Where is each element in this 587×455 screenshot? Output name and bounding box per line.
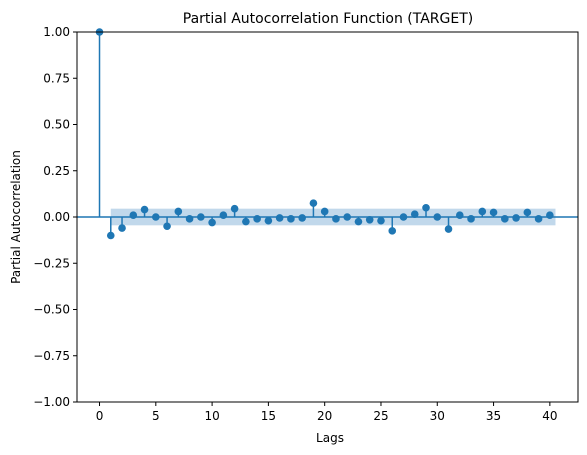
- y-tick-label: −0.25: [33, 256, 70, 270]
- data-point: [208, 218, 216, 227]
- data-point: [546, 211, 554, 219]
- data-point: [264, 216, 273, 225]
- x-tick-label: 25: [373, 409, 388, 423]
- x-tick-label: 5: [152, 409, 160, 423]
- data-point: [501, 215, 509, 223]
- data-point: [152, 213, 160, 221]
- data-point: [140, 205, 149, 214]
- data-point: [242, 217, 250, 226]
- x-tick-label: 40: [542, 409, 557, 423]
- chart-title: Partial Autocorrelation Function (TARGET…: [183, 11, 473, 27]
- x-axis-label: Lags: [316, 431, 344, 445]
- x-tick-label: 10: [204, 409, 219, 423]
- data-point: [230, 204, 239, 213]
- data-point: [467, 215, 475, 223]
- y-tick-label: 0.50: [43, 118, 70, 132]
- data-point: [455, 211, 464, 219]
- data-point: [185, 215, 194, 223]
- data-point: [343, 213, 352, 221]
- x-tick-label: 20: [317, 409, 332, 423]
- y-tick-label: −0.75: [33, 349, 70, 363]
- data-point: [377, 216, 385, 225]
- y-tick-label: 0.25: [43, 164, 70, 178]
- data-point: [489, 208, 498, 217]
- data-point: [388, 227, 397, 235]
- data-point: [422, 203, 430, 212]
- data-point: [253, 215, 261, 223]
- y-axis-label: Partial Autocorrelation: [9, 150, 23, 284]
- y-tick-label: 0.75: [43, 71, 70, 85]
- data-point: [478, 207, 487, 216]
- y-tick-label: −1.00: [33, 395, 70, 409]
- data-point: [106, 231, 115, 240]
- data-point: [197, 213, 205, 221]
- y-tick-label: 0.00: [43, 210, 70, 224]
- data-point: [534, 215, 543, 223]
- data-point: [354, 217, 363, 226]
- data-point: [399, 213, 408, 221]
- data-point: [287, 215, 295, 223]
- data-point: [174, 207, 183, 216]
- data-point: [410, 210, 419, 219]
- plot-area: −1.00 −0.75 −0.50 −0.25 0.00 0.25 0.50 0.75 1.00…: [33, 25, 579, 423]
- data-point: [298, 214, 306, 222]
- data-point: [219, 211, 228, 219]
- data-point: [320, 207, 329, 216]
- y-tick-label: −0.50: [33, 303, 70, 317]
- x-tick-label: 0: [96, 409, 104, 423]
- data-point: [444, 225, 453, 233]
- data-point: [129, 211, 138, 219]
- data-point: [275, 214, 284, 222]
- data-point: [433, 213, 442, 221]
- x-tick-label: 15: [261, 409, 276, 423]
- x-tick-label: 30: [430, 409, 445, 423]
- y-tick-label: 1.00: [43, 25, 70, 39]
- data-point: [512, 214, 520, 222]
- data-point: [309, 199, 318, 207]
- x-tick-label: 35: [486, 409, 501, 423]
- data-point: [332, 215, 340, 223]
- data-point: [523, 208, 532, 217]
- data-point: [118, 224, 126, 232]
- data-point: [365, 215, 374, 224]
- data-point: [163, 222, 171, 231]
